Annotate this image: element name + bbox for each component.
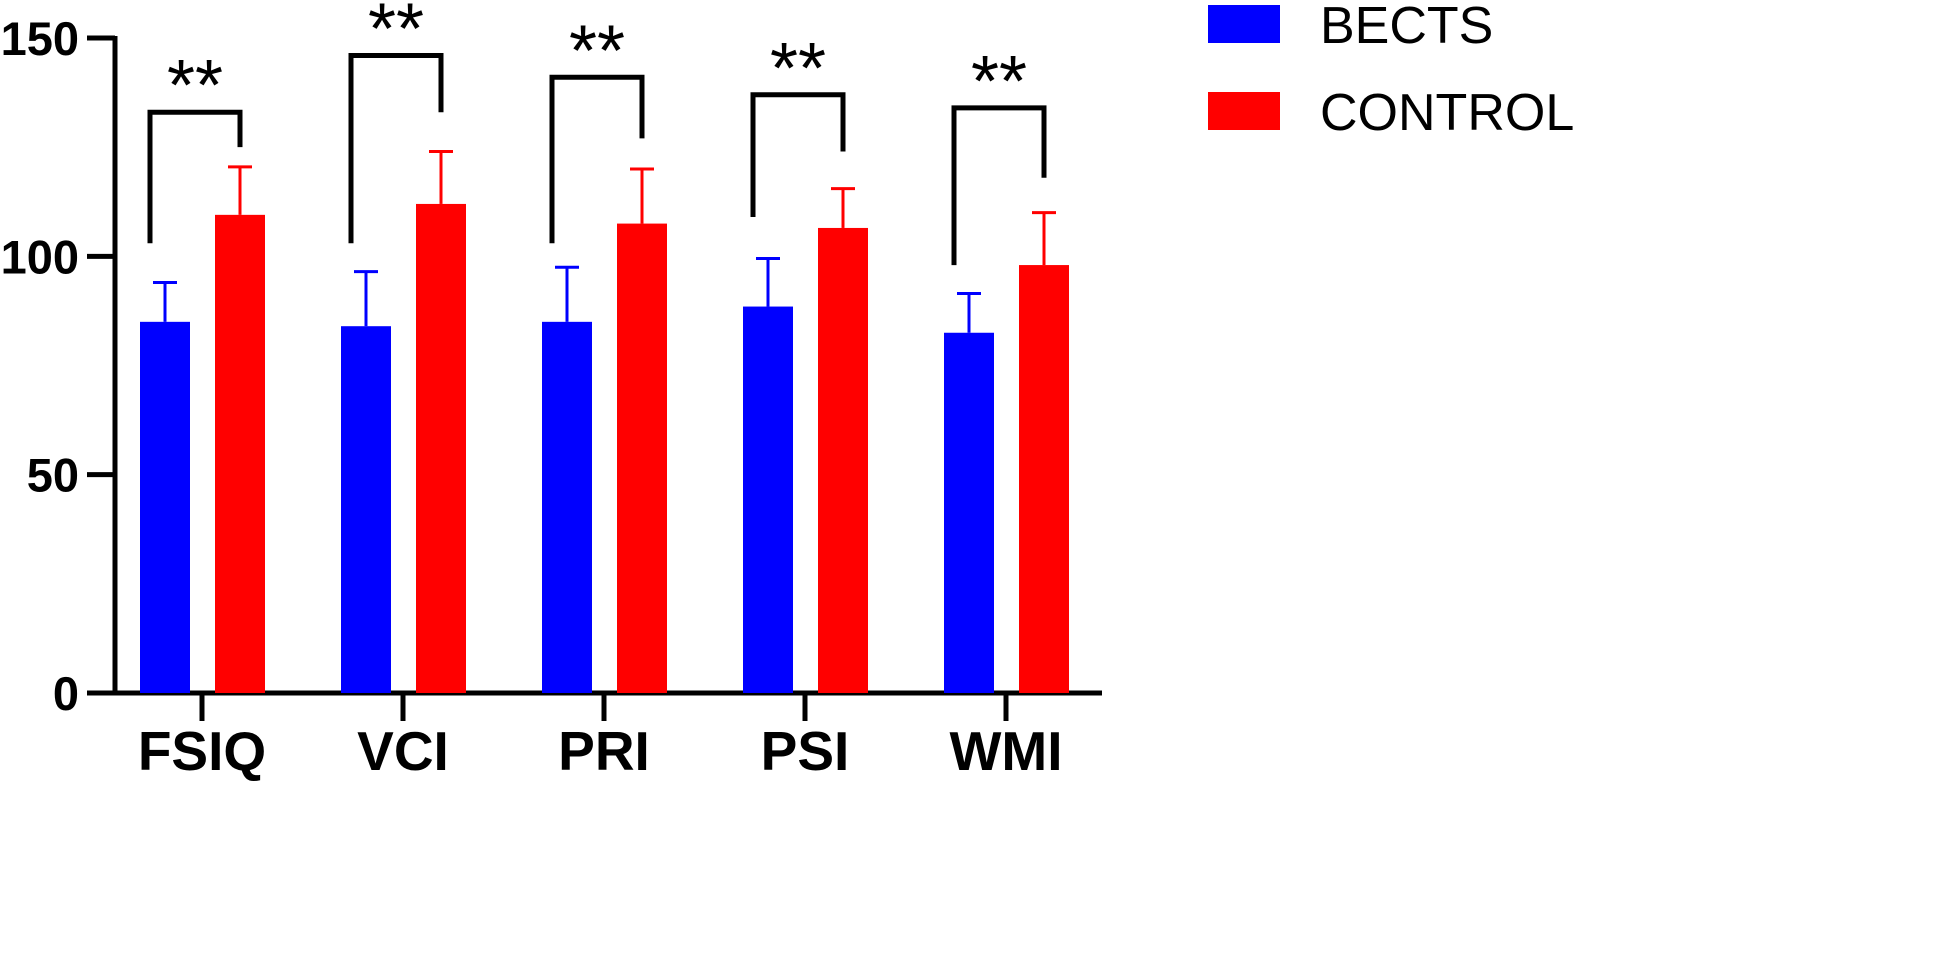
significance-bracket (951, 105, 1047, 266)
y-tick-label: 50 (27, 449, 79, 502)
legend-swatch-bects (1208, 5, 1280, 43)
bar-control (416, 203, 466, 693)
legend: BECTS CONTROL (1208, 0, 1574, 142)
legend-label-bects: BECTS (1320, 0, 1493, 55)
significance-label: ** (971, 42, 1027, 122)
significance-bracket (147, 109, 243, 244)
bar-bects (140, 321, 190, 693)
bar-bects (542, 321, 592, 693)
y-tick-label: 0 (53, 667, 79, 720)
significance-label: ** (167, 46, 223, 126)
bar-bects (743, 306, 793, 693)
bars (140, 150, 1069, 694)
y-tick-label: 100 (1, 230, 79, 283)
y-tick-label: 150 (1, 12, 79, 65)
significance-bracket (549, 74, 645, 244)
bar-control (818, 227, 868, 693)
bar-control (617, 223, 667, 694)
bar-bects (944, 332, 994, 693)
bar-control (1019, 265, 1069, 693)
significance-label: ** (569, 11, 625, 91)
significance-label: ** (770, 29, 826, 109)
legend-swatch-control (1208, 92, 1280, 130)
x-tick-label: PRI (558, 720, 650, 782)
x-tick-label: VCI (357, 720, 449, 782)
significance-label: ** (368, 0, 424, 69)
x-tick-label: WMI (949, 720, 1062, 782)
bar-control (215, 214, 265, 693)
significance-markers: ** ** ** ** ** (147, 0, 1047, 266)
significance-bracket (750, 92, 846, 218)
legend-label-control: CONTROL (1320, 84, 1574, 142)
x-tick-label: FSIQ (138, 720, 266, 782)
significance-bracket (348, 52, 444, 244)
bar-bects (341, 326, 391, 693)
axes: 0 50 100 150 FSIQ VCI PRI PSI WMI (1, 12, 1102, 782)
x-tick-label: PSI (761, 720, 850, 782)
